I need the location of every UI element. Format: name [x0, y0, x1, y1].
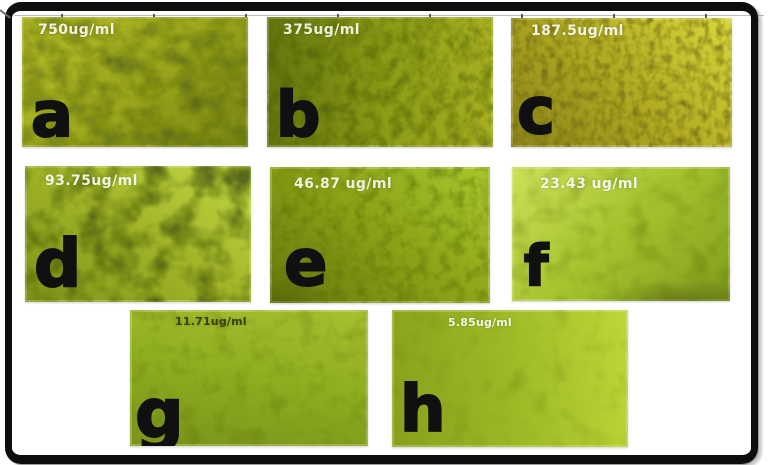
micrograph-texture [25, 166, 251, 302]
micrograph-panel-d: 93.75ug/ml d [25, 166, 251, 302]
micrograph-texture [22, 17, 248, 147]
concentration-label: 187.5ug/ml [531, 23, 624, 39]
panel-letter: b [275, 78, 321, 147]
micrograph-texture [267, 17, 493, 147]
micrograph-texture [130, 310, 368, 446]
concentration-label: 23.43 ug/ml [540, 176, 639, 192]
micrograph-texture [511, 18, 732, 147]
concentration-label: 375ug/ml [283, 22, 360, 38]
concentration-label: 46.87 ug/ml [294, 176, 393, 192]
panel-letter: c [516, 75, 556, 147]
ruler-tick [705, 14, 707, 20]
micrograph-panel-c: 187.5ug/ml c [511, 18, 732, 147]
scan-corner-artifact [0, 9, 11, 19]
micrograph-panel-f: 23.43 ug/ml f [512, 167, 730, 301]
concentration-label: 5.85ug/ml [448, 316, 512, 329]
ruler-tick [521, 14, 523, 20]
panel-letter: h [399, 373, 447, 447]
panel-letter: d [33, 225, 82, 302]
micrograph-panel-h: 5.85ug/ml h [392, 310, 628, 447]
micrograph-panel-g: 11.71ug/ml g [130, 310, 368, 446]
panel-letter: f [523, 233, 549, 299]
micrograph-texture [392, 310, 628, 447]
panel-letter: a [30, 78, 74, 147]
concentration-label: 750ug/ml [38, 22, 115, 38]
micrograph-panel-a: 750ug/ml a [22, 17, 248, 147]
panel-letter: e [283, 227, 328, 302]
gridline-ruler-artifact [14, 14, 764, 20]
panel-letter: g [134, 375, 185, 446]
concentration-label: 11.71ug/ml [175, 315, 247, 328]
ruler-tick [613, 14, 615, 20]
micrograph-panel-e: 46.87 ug/ml e [270, 167, 490, 303]
micrograph-panel-b: 375ug/ml b [267, 17, 493, 147]
concentration-label: 93.75ug/ml [45, 173, 138, 189]
